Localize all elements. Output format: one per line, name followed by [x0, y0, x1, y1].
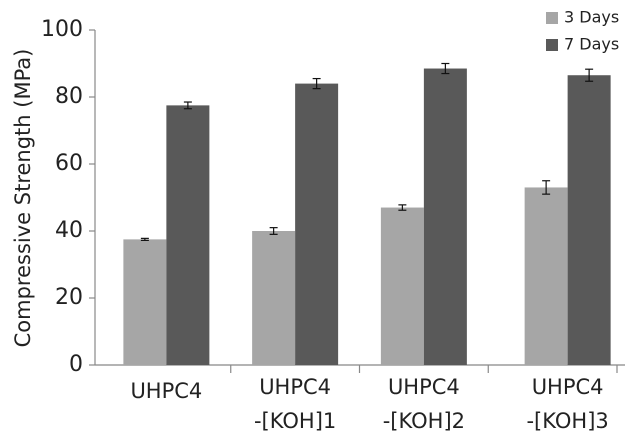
- y-tick-label: 0: [69, 352, 83, 377]
- bar: [252, 231, 296, 365]
- bar: [123, 239, 167, 365]
- bar: [295, 83, 339, 365]
- y-tick-label: 100: [41, 17, 83, 42]
- legend-label: 3 Days: [564, 8, 619, 27]
- legend-swatch: [546, 12, 558, 24]
- x-tick-label: -[KOH]2: [383, 409, 465, 433]
- x-tick-label: -[KOH]3: [526, 409, 608, 433]
- y-axis-title: Compressive Strength (MPa): [11, 49, 35, 348]
- bar: [423, 68, 467, 366]
- x-tick-label: UHPC4: [130, 379, 202, 403]
- y-tick-label: 20: [55, 285, 83, 310]
- y-tick-label: 40: [55, 218, 83, 243]
- bar: [524, 187, 568, 365]
- bar: [380, 207, 424, 365]
- x-tick-label: -[KOH]1: [254, 409, 336, 433]
- x-tick-label: UHPC4: [532, 375, 604, 399]
- y-tick-label: 80: [55, 84, 83, 109]
- x-tick-label: UHPC4: [259, 375, 331, 399]
- bar: [567, 75, 611, 365]
- legend-label: 7 Days: [564, 35, 619, 54]
- y-tick-label: 60: [55, 151, 83, 176]
- legend-swatch: [546, 39, 558, 51]
- bar: [166, 105, 210, 365]
- x-tick-label: UHPC4: [388, 375, 460, 399]
